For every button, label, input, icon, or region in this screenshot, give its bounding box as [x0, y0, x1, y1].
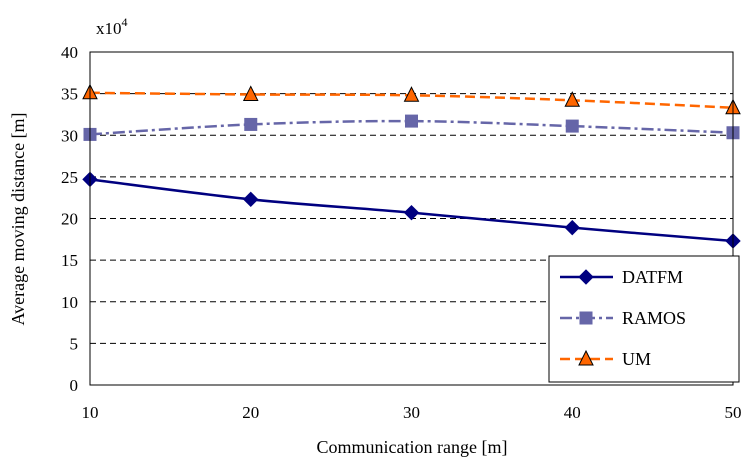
x-tick-label-4: 50 — [725, 403, 742, 422]
y-tick-label-4: 20 — [61, 210, 78, 229]
point-datfm-40 — [564, 219, 580, 236]
point-um-30 — [403, 86, 420, 102]
point-um-40 — [564, 91, 581, 107]
series-layer — [82, 83, 741, 249]
series-ramos — [83, 114, 740, 141]
series-datfm — [82, 171, 741, 249]
series-line-ramos — [89, 119, 734, 136]
y-tick-label-3: 15 — [61, 251, 78, 270]
legend-marker-datfm — [578, 269, 594, 285]
x-tick-label-1: 20 — [242, 403, 259, 422]
y-axis-label: Average moving distance [m] — [8, 112, 28, 325]
y-tick-label-2: 10 — [61, 293, 78, 312]
legend-marker-um — [578, 349, 594, 366]
y-tick-label-1: 5 — [70, 334, 79, 353]
legend: DATFM RAMOS UM — [548, 255, 740, 383]
legend-label-datfm: DATFM — [622, 267, 683, 287]
point-ramos-40 — [565, 119, 579, 133]
x-axis-label: Communication range [m] — [317, 437, 508, 457]
point-um-20 — [242, 85, 259, 101]
legend-marker-ramos — [579, 311, 593, 325]
x-tick-label-0: 10 — [82, 403, 99, 422]
point-ramos-30 — [405, 114, 418, 128]
plot-area-border — [89, 51, 734, 386]
y-tick-labels: 0 5 10 15 20 25 30 35 40 — [61, 43, 78, 395]
y-tick-label-0: 0 — [70, 376, 79, 395]
y-tick-label-5: 25 — [61, 168, 78, 187]
y-tick-label-8: 40 — [61, 43, 78, 62]
point-ramos-20 — [244, 117, 258, 131]
x-tick-label-2: 30 — [403, 403, 420, 422]
point-datfm-20 — [243, 191, 259, 208]
y-multiplier: x104 — [96, 15, 128, 38]
series-um — [82, 83, 741, 115]
point-datfm-30 — [403, 204, 420, 221]
x-tick-label-3: 40 — [564, 403, 581, 422]
legend-label-um: UM — [622, 349, 651, 369]
legend-label-ramos: RAMOS — [622, 308, 686, 328]
y-tick-label-7: 35 — [61, 85, 78, 104]
x-tick-labels: 10 20 30 40 50 — [82, 403, 742, 422]
plot-frame — [89, 51, 734, 386]
y-tick-label-6: 30 — [61, 126, 78, 145]
